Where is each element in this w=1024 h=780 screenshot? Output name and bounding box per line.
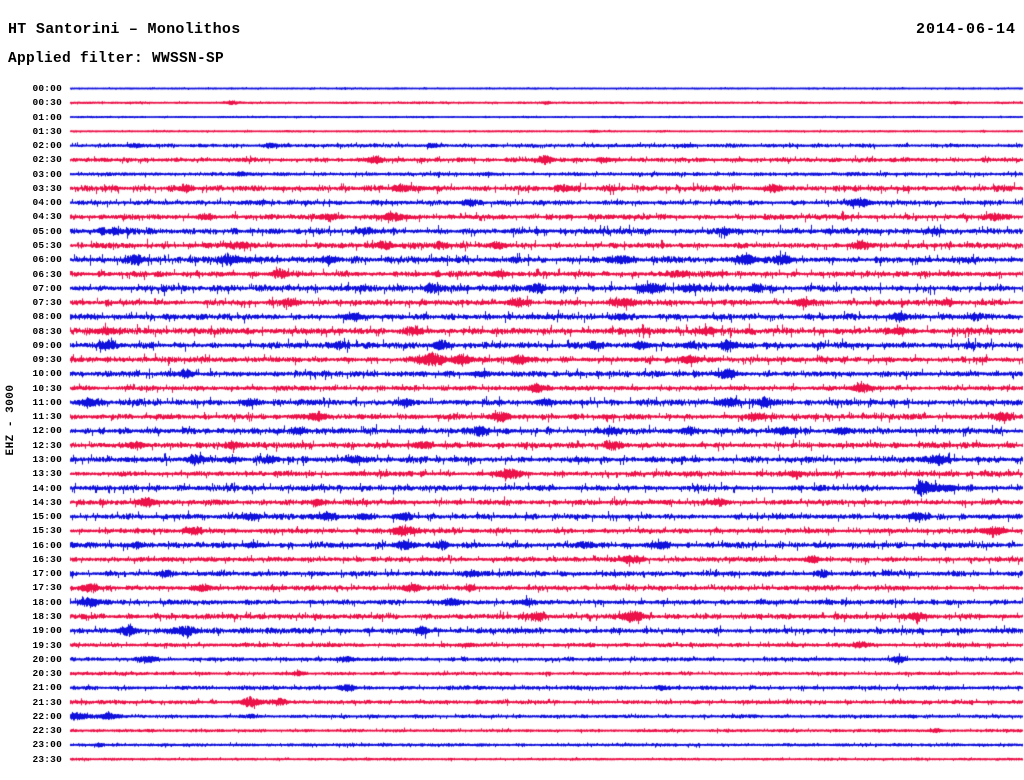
time-label: 09:30 bbox=[32, 354, 62, 366]
time-label: 18:30 bbox=[32, 610, 62, 622]
time-label: 14:00 bbox=[32, 482, 62, 494]
time-label: 08:30 bbox=[32, 325, 62, 337]
time-label: 18:00 bbox=[32, 596, 62, 608]
time-label: 11:30 bbox=[32, 411, 62, 423]
time-label: 03:30 bbox=[32, 182, 62, 194]
time-label: 21:00 bbox=[32, 682, 62, 694]
time-label: 23:30 bbox=[32, 753, 62, 765]
time-label: 11:00 bbox=[32, 396, 62, 408]
station-title: HT Santorini – Monolithos bbox=[8, 21, 241, 38]
time-label: 05:30 bbox=[32, 239, 62, 251]
time-label: 05:00 bbox=[32, 225, 62, 237]
time-label: 21:30 bbox=[32, 696, 62, 708]
time-label: 09:00 bbox=[32, 339, 62, 351]
time-label: 00:30 bbox=[32, 97, 62, 109]
time-label: 10:00 bbox=[32, 368, 62, 380]
time-label: 15:00 bbox=[32, 511, 62, 523]
filter-label: Applied filter: WWSSN-SP bbox=[8, 51, 225, 67]
time-label: 14:30 bbox=[32, 496, 62, 508]
time-label: 00:00 bbox=[32, 83, 62, 94]
time-label: 15:30 bbox=[32, 525, 62, 537]
time-label: 01:00 bbox=[32, 111, 62, 123]
time-label: 02:00 bbox=[32, 140, 62, 152]
time-label: 16:30 bbox=[32, 553, 62, 565]
time-label: 19:30 bbox=[32, 639, 62, 651]
time-label: 12:30 bbox=[32, 439, 62, 451]
record-date: 2014-06-14 bbox=[915, 21, 1016, 38]
time-axis: 00:00 00:30 01:00 01:30 02:00 02:30 03:00 03:30… bbox=[0, 0, 62, 780]
time-label: 13:00 bbox=[32, 454, 62, 466]
time-label: 10:30 bbox=[32, 382, 62, 394]
time-label: 03:00 bbox=[32, 168, 62, 180]
time-label: 20:30 bbox=[32, 668, 62, 680]
time-label: 22:00 bbox=[32, 710, 62, 722]
time-label: 04:00 bbox=[32, 197, 62, 209]
time-label: 07:00 bbox=[32, 282, 62, 294]
time-label: 20:00 bbox=[32, 653, 62, 665]
time-label: 08:00 bbox=[32, 311, 62, 323]
time-label: 06:30 bbox=[32, 268, 62, 280]
time-label: 19:00 bbox=[32, 625, 62, 637]
time-label: 02:30 bbox=[32, 154, 62, 166]
time-label: 17:00 bbox=[32, 568, 62, 580]
time-label: 01:30 bbox=[32, 125, 62, 137]
time-label: 16:00 bbox=[32, 539, 62, 551]
time-label: 04:30 bbox=[32, 211, 62, 223]
time-label: 13:30 bbox=[32, 468, 62, 480]
time-label: 17:30 bbox=[32, 582, 62, 594]
time-label: 07:30 bbox=[32, 297, 62, 309]
time-label: 06:00 bbox=[32, 254, 62, 266]
time-label: 12:00 bbox=[32, 425, 62, 437]
time-label: 23:00 bbox=[32, 739, 62, 751]
time-label: 22:30 bbox=[32, 725, 62, 737]
